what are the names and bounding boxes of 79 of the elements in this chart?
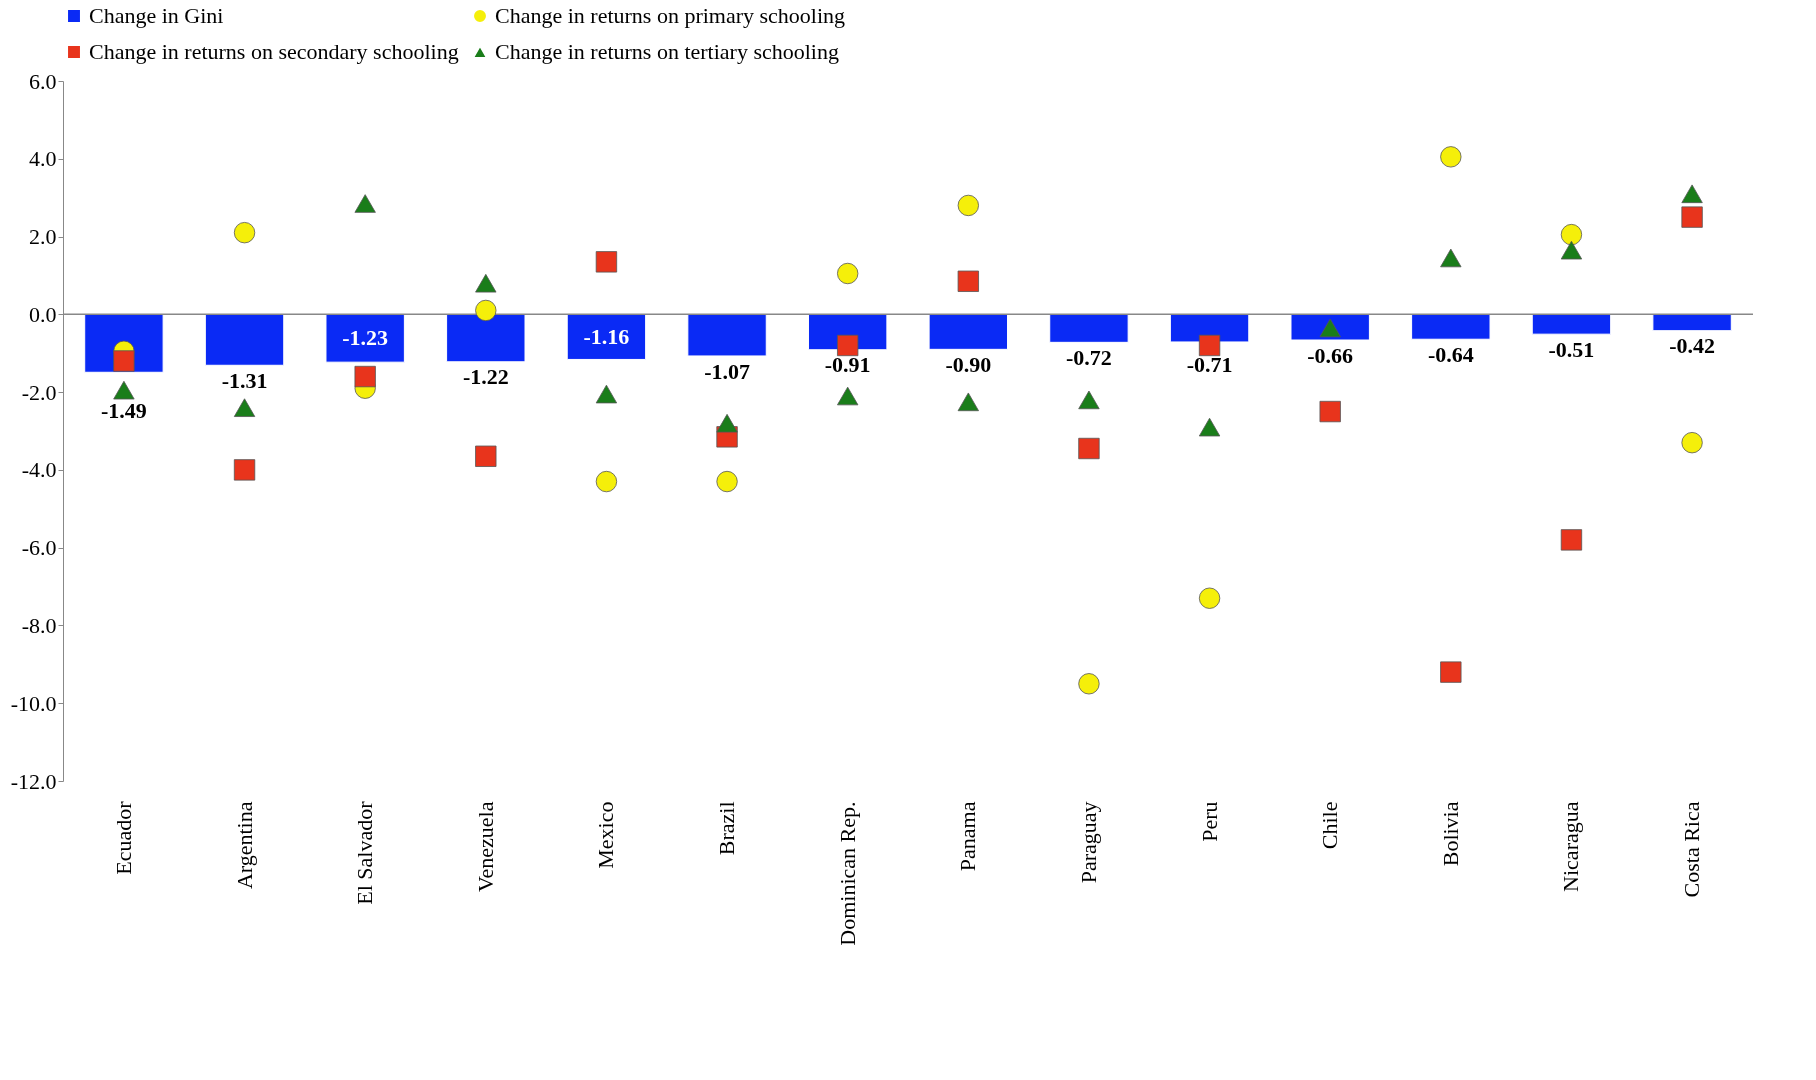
data-label: -0.72 bbox=[1066, 344, 1112, 370]
point bbox=[1560, 223, 1583, 246]
x-tick-label: Mexico bbox=[593, 801, 619, 869]
data-label: -1.07 bbox=[704, 358, 750, 384]
data-label: -0.66 bbox=[1307, 342, 1354, 368]
data-label: -0.64 bbox=[1427, 341, 1474, 367]
x-tick-label: Bolivia bbox=[1437, 801, 1463, 867]
x-tick-label: Dominican Rep. bbox=[834, 801, 860, 946]
y-tick-label: 6.0 bbox=[29, 68, 57, 94]
point bbox=[113, 380, 135, 400]
data-label: -0.51 bbox=[1548, 336, 1595, 362]
point bbox=[475, 273, 497, 293]
point bbox=[233, 398, 256, 417]
point bbox=[354, 365, 376, 388]
point bbox=[1440, 248, 1462, 268]
point bbox=[957, 392, 979, 412]
point bbox=[1560, 529, 1583, 551]
point bbox=[595, 251, 618, 273]
x-tick-label: Ecuador bbox=[110, 800, 136, 875]
legend-label: Change in Gini bbox=[89, 3, 224, 28]
y-tick-label: 4.0 bbox=[29, 146, 57, 172]
data-label: -1.16 bbox=[583, 323, 630, 349]
x-tick-label: Venezuela bbox=[472, 801, 498, 892]
point bbox=[1198, 334, 1221, 357]
point bbox=[1319, 400, 1341, 423]
point bbox=[957, 194, 979, 217]
point bbox=[1078, 673, 1100, 695]
y-tick-label: 2.0 bbox=[29, 224, 57, 250]
data-label: -1.23 bbox=[342, 325, 389, 351]
x-tick-label: Panama bbox=[955, 801, 981, 872]
x-tick-label: Brazil bbox=[714, 801, 740, 856]
point bbox=[233, 222, 256, 244]
legend-label: Change in returns on tertiary schooling bbox=[495, 39, 839, 64]
x-tick-label: Costa Rica bbox=[1679, 801, 1705, 898]
point bbox=[1078, 437, 1100, 460]
point bbox=[1681, 206, 1703, 228]
x-tick-label: Paraguay bbox=[1075, 801, 1101, 884]
data-label: -0.42 bbox=[1669, 333, 1715, 359]
point bbox=[1440, 146, 1462, 168]
point bbox=[1681, 432, 1703, 454]
x-tick-label: Peru bbox=[1196, 801, 1222, 842]
point bbox=[475, 445, 497, 467]
point bbox=[1560, 240, 1583, 260]
data-label: -1.22 bbox=[462, 364, 509, 390]
y-tick-label: 0.0 bbox=[29, 301, 57, 327]
x-tick-label: Argentina bbox=[231, 801, 257, 890]
y-tick-label: -6.0 bbox=[21, 535, 57, 561]
y-tick-label: -8.0 bbox=[21, 612, 57, 638]
legend-label: Change in returns on secondary schooling bbox=[89, 39, 459, 64]
point bbox=[233, 459, 256, 481]
point bbox=[354, 194, 376, 213]
point bbox=[1681, 184, 1703, 204]
point bbox=[1078, 390, 1100, 410]
y-tick-label: -10.0 bbox=[10, 690, 57, 716]
point bbox=[957, 270, 979, 292]
x-tick-label: Nicaragua bbox=[1558, 801, 1584, 892]
y-tick-label: -4.0 bbox=[21, 457, 57, 483]
point bbox=[113, 350, 135, 372]
point bbox=[716, 470, 738, 493]
data-label: -0.90 bbox=[945, 351, 992, 377]
data-label: -0.71 bbox=[1186, 352, 1233, 378]
y-tick-label: -12.0 bbox=[10, 768, 57, 794]
point bbox=[1440, 661, 1462, 683]
point bbox=[1198, 417, 1221, 437]
point bbox=[716, 413, 738, 433]
point bbox=[837, 386, 859, 406]
point bbox=[595, 470, 618, 493]
legend-label: Change in returns on primary schooling bbox=[495, 3, 846, 28]
x-tick-label: El Salvador bbox=[352, 800, 378, 905]
data-label: -0.91 bbox=[824, 352, 871, 378]
data-label: -1.31 bbox=[221, 367, 268, 393]
point bbox=[475, 299, 497, 322]
point bbox=[837, 334, 859, 357]
point bbox=[595, 384, 618, 404]
x-tick-label: Chile bbox=[1317, 801, 1343, 850]
point bbox=[837, 262, 859, 285]
point bbox=[1198, 587, 1221, 609]
y-tick-label: -2.0 bbox=[21, 379, 57, 405]
data-label: -1.49 bbox=[101, 398, 147, 424]
